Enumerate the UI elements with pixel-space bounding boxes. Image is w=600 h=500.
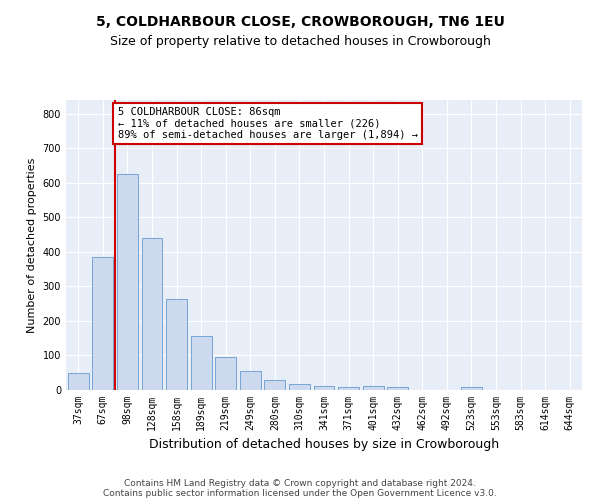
Bar <box>92 257 113 390</box>
Text: Contains public sector information licensed under the Open Government Licence v3: Contains public sector information licen… <box>103 488 497 498</box>
X-axis label: Distribution of detached houses by size in Crowborough: Distribution of detached houses by size … <box>149 438 499 452</box>
Text: Contains HM Land Registry data © Crown copyright and database right 2024.: Contains HM Land Registry data © Crown c… <box>124 478 476 488</box>
Bar <box>142 238 163 390</box>
Bar <box>166 298 187 390</box>
Bar <box>215 357 236 390</box>
Bar <box>387 386 408 390</box>
Bar <box>362 386 383 390</box>
Bar <box>289 384 310 390</box>
Text: 5, COLDHARBOUR CLOSE, CROWBOROUGH, TN6 1EU: 5, COLDHARBOUR CLOSE, CROWBOROUGH, TN6 1… <box>95 15 505 29</box>
Bar <box>240 371 261 390</box>
Bar <box>117 174 138 390</box>
Bar <box>191 336 212 390</box>
Bar <box>461 387 482 390</box>
Y-axis label: Number of detached properties: Number of detached properties <box>27 158 37 332</box>
Bar <box>314 386 334 390</box>
Bar <box>265 380 286 390</box>
Text: Size of property relative to detached houses in Crowborough: Size of property relative to detached ho… <box>110 35 490 48</box>
Bar <box>338 386 359 390</box>
Text: 5 COLDHARBOUR CLOSE: 86sqm
← 11% of detached houses are smaller (226)
89% of sem: 5 COLDHARBOUR CLOSE: 86sqm ← 11% of deta… <box>118 107 418 140</box>
Bar <box>68 372 89 390</box>
